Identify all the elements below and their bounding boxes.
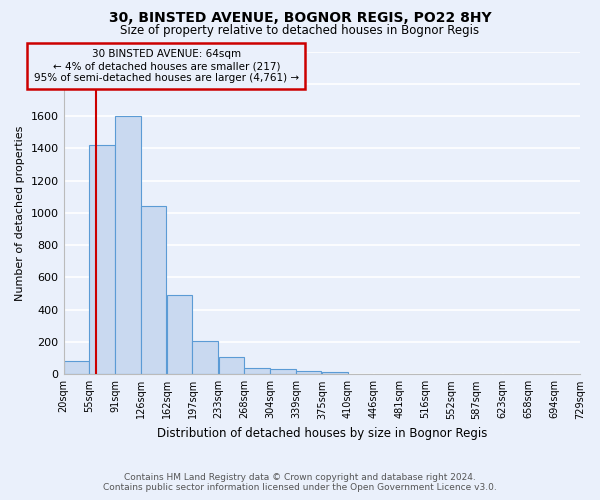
Bar bbox=[218, 358, 244, 374]
Y-axis label: Number of detached properties: Number of detached properties bbox=[15, 125, 25, 300]
Text: 30 BINSTED AVENUE: 64sqm
← 4% of detached houses are smaller (217)
95% of semi-d: 30 BINSTED AVENUE: 64sqm ← 4% of detache… bbox=[34, 50, 299, 82]
Text: Size of property relative to detached houses in Bognor Regis: Size of property relative to detached ho… bbox=[121, 24, 479, 37]
Text: 30, BINSTED AVENUE, BOGNOR REGIS, PO22 8HY: 30, BINSTED AVENUE, BOGNOR REGIS, PO22 8… bbox=[109, 11, 491, 25]
X-axis label: Distribution of detached houses by size in Bognor Regis: Distribution of detached houses by size … bbox=[157, 427, 487, 440]
Bar bbox=[322, 372, 347, 374]
Bar bbox=[296, 371, 322, 374]
Bar bbox=[64, 362, 89, 374]
Bar bbox=[115, 116, 141, 374]
Bar bbox=[167, 295, 193, 374]
Bar bbox=[271, 370, 296, 374]
Bar bbox=[193, 341, 218, 374]
Bar bbox=[244, 368, 269, 374]
Bar bbox=[141, 206, 166, 374]
Bar bbox=[89, 145, 115, 374]
Text: Contains HM Land Registry data © Crown copyright and database right 2024.
Contai: Contains HM Land Registry data © Crown c… bbox=[103, 473, 497, 492]
